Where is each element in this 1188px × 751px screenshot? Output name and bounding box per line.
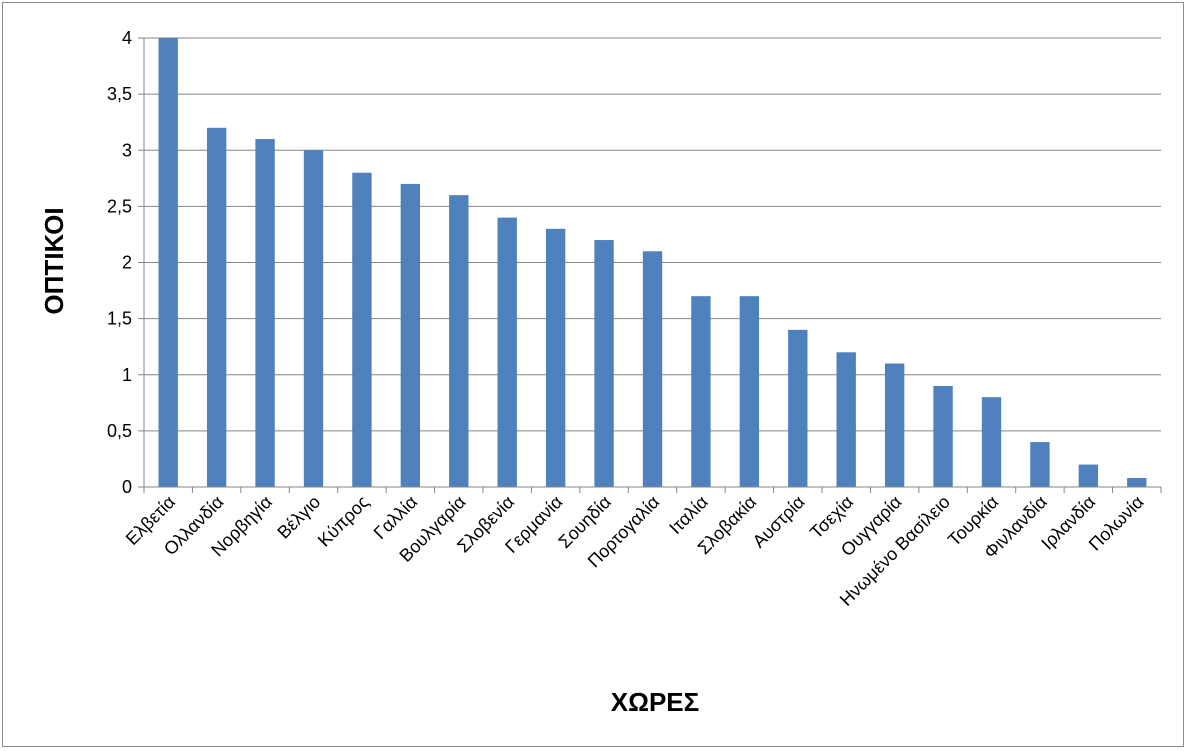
bar [788,329,808,487]
bar [981,397,1002,487]
x-tick-label: Αυστρία [749,492,809,552]
bar [594,240,614,487]
bar [449,195,469,487]
y-tick-label: 4 [122,28,132,48]
x-tick-labels: ΕλβετίαΟλλανδίαΝορβηγίαΒέλγιοΚύπροςΓαλλί… [122,491,1148,609]
bar [206,127,227,488]
x-tick-label: Ιταλία [665,492,711,538]
y-tick-labels: 0 0,5 1 1,5 2 2,5 3 3,5 4 [107,28,132,497]
x-axis-title: ΧΩΡΕΣ [611,687,699,717]
bar [933,385,953,487]
y-tick-label: 2,5 [107,196,132,216]
bar-chart: 0 0,5 1 1,5 2 2,5 3 3,5 4 ΕλβετίαΟλλανδίαΝορβηγί… [39,28,1162,717]
bar [400,183,421,488]
bar [352,172,372,487]
bar [303,150,324,487]
axes [138,37,1162,493]
y-tick-label: 3,5 [107,84,132,104]
bar [158,38,178,487]
y-tick-label: 0,5 [107,421,132,441]
bar [255,139,275,487]
bar [691,296,711,487]
bar [836,352,856,487]
bar [884,363,905,487]
y-tick-label: 0 [122,477,132,497]
bar [739,296,760,487]
bar [497,217,517,487]
bar [1078,464,1099,487]
bars [158,38,1147,488]
bar [1127,478,1147,487]
bar [1030,442,1050,487]
y-axis-title: ΟΠΤΙΚΟΙ [39,207,69,314]
y-tick-label: 1,5 [107,309,132,329]
bar [545,228,566,487]
y-tick-label: 3 [122,140,132,160]
bar [642,251,663,487]
y-tick-label: 2 [122,253,132,273]
x-tick-label: Κύπρος [314,491,373,550]
y-tick-label: 1 [122,365,132,385]
